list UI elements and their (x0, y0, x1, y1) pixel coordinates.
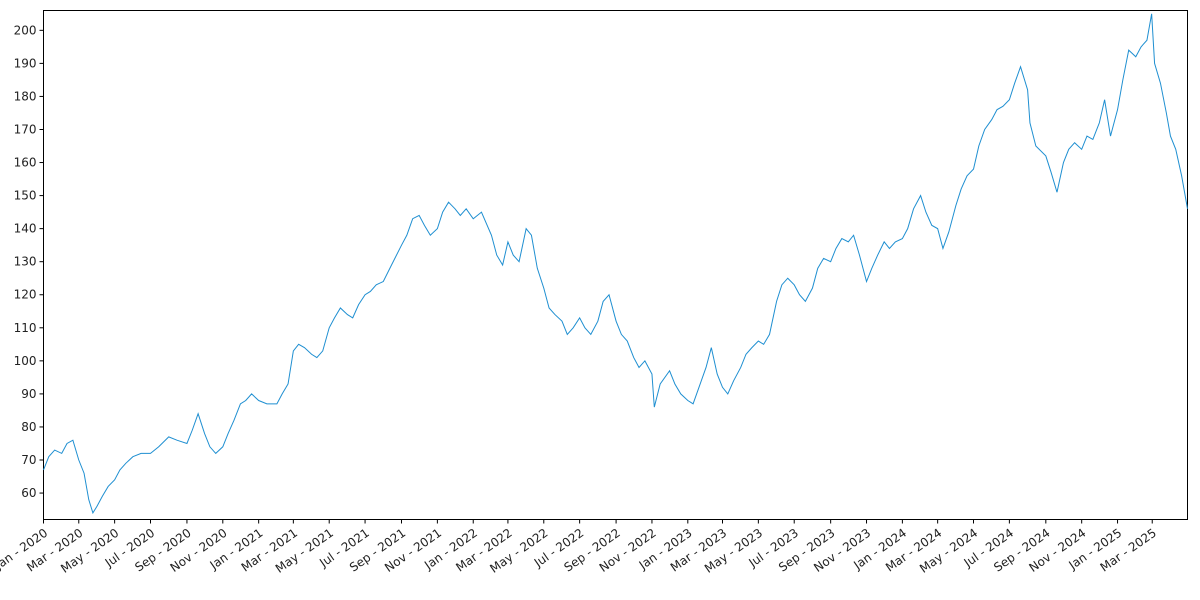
y-tick-label: 190 (14, 56, 37, 70)
y-tick-label: 160 (14, 156, 37, 170)
y-tick-label: 140 (14, 222, 37, 236)
y-tick-label: 150 (14, 189, 37, 203)
y-tick-label: 200 (14, 23, 37, 37)
y-tick-label: 100 (14, 354, 37, 368)
y-tick-label: 170 (14, 122, 37, 136)
y-tick-label: 110 (14, 321, 37, 335)
price-series-line (43, 13, 1188, 515)
y-tick-label: 180 (14, 89, 37, 103)
y-tick-label: 130 (14, 255, 37, 269)
plot-area-frame (43, 10, 1188, 520)
y-tick-label: 80 (21, 420, 36, 434)
y-axis: 60 70 80 90 100 110 120 130 140 150 160 170 180 190 20… (14, 23, 44, 500)
y-tick-label: 120 (14, 288, 37, 302)
y-tick-label: 90 (21, 387, 36, 401)
y-tick-label: 70 (21, 453, 36, 467)
y-tick-label: 60 (21, 486, 36, 500)
